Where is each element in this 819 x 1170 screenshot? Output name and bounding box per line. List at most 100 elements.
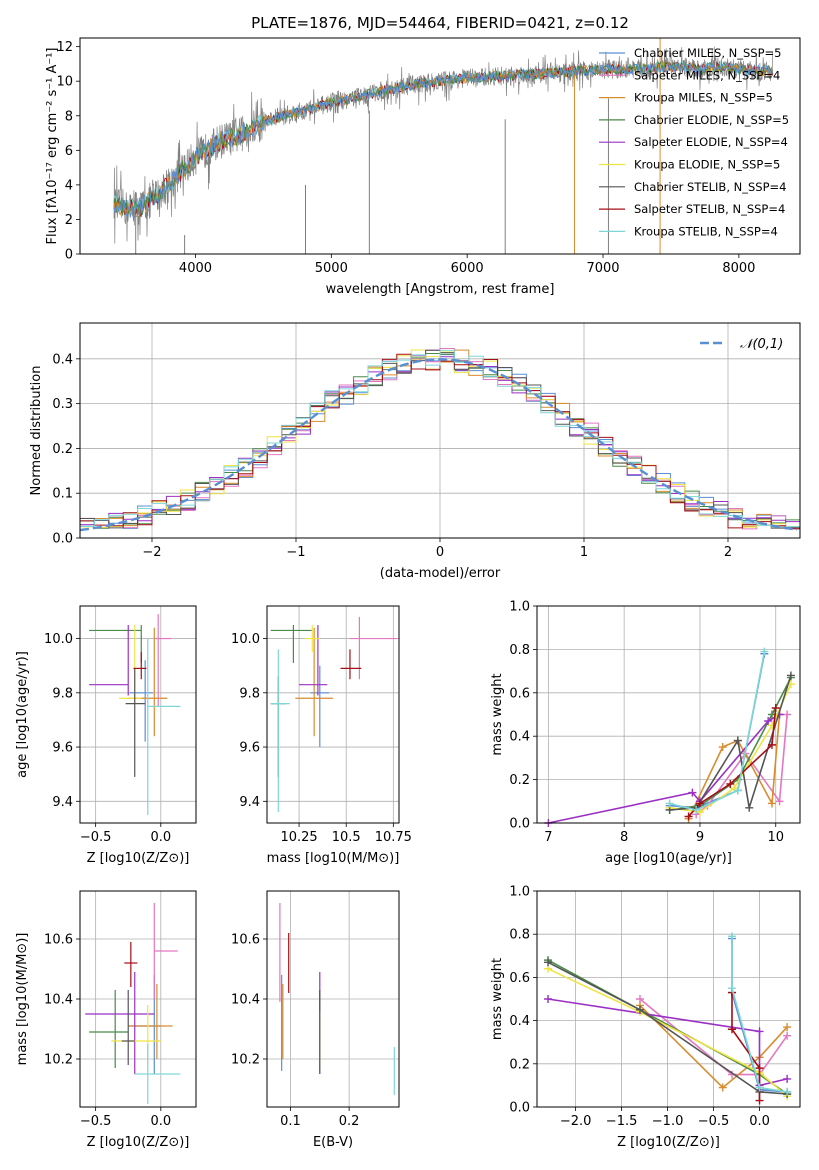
panel-massweight_vs_Z: −2.0 −1.5 −1.0 −0.5 0.0 0.0 0.2 0.4 0.6 0.8 1.0 Z [… [490,885,801,1150]
legend-entry: 𝒩(0,1) [740,337,783,352]
y-tick-label: 10.6 [44,933,73,948]
x-tick-label: 1 [580,545,588,560]
errorbars [279,903,395,1095]
y-tick-label: 6 [65,144,73,159]
axes-frame [79,37,801,255]
y-tick-label: 0.3 [52,397,73,412]
mass-weight-marker [767,799,776,808]
mass-weight-marker [727,984,736,993]
x-tick-label: −1.0 [652,1114,684,1129]
chart-title: PLATE=1876, MJD=54464, FIBERID=0421, z=0… [251,14,629,32]
mass-weight-marker [755,1064,764,1073]
x-tick-label: 7 [544,830,552,845]
x-tick-label: 10.5 [332,830,361,845]
y-tick-label: 0.6 [509,686,530,701]
spectrum-lines [113,38,774,254]
model-spectrum [113,60,774,216]
panel-massweight_vs_age: 7 8 9 10 0.0 0.2 0.4 0.6 0.8 1.0 age [log10(age/yr… [490,600,801,866]
y-axis-label: Flux [fλ10⁻¹⁷ erg cm⁻² s⁻¹ A⁻¹] [45,48,60,245]
y-tick-label: 0.0 [509,817,530,832]
y-tick-label: 9.6 [52,741,73,756]
mass-weight-marker [783,1031,792,1040]
y-tick-label: 0.8 [509,928,530,943]
y-tick-label: 2 [65,213,73,228]
x-tick-label: 7000 [586,261,619,276]
x-tick-label: −2.0 [560,1114,592,1129]
histograms [80,348,800,530]
axes-frame [79,322,801,539]
mass-weight-marker [764,717,773,726]
y-tick-label: 0.2 [52,442,73,457]
panel-age_vs_Z: −0.5 0.0 9.4 9.6 9.8 10.0 Z [log10(Z/Z⊙)] age [… [15,605,197,866]
x-tick-label: 0.2 [339,1114,360,1129]
x-tick-label: −1 [286,545,305,560]
mass-weight-lines [544,932,792,1105]
y-tick-label: 10.4 [44,993,73,1008]
legend: Chabrier MILES, N_SSP=5 Salpeter MILES, N… [599,46,789,238]
mass-weight-series [547,961,788,1095]
mass-weight-marker [783,1074,792,1083]
mass-weight-marker [544,958,553,967]
axes-frame [536,890,801,1108]
mass-weight-marker [783,710,792,719]
x-tick-label: 0.0 [150,1114,171,1129]
y-tick-label: 10.2 [231,1053,260,1068]
x-tick-label: 10.75 [375,830,412,845]
mass-weight-series [639,998,788,1076]
x-tick-label: −2 [142,545,161,560]
mass-weight-marker [786,671,795,680]
y-tick-label: 10.6 [231,933,260,948]
y-axis-label: mass weight [490,958,505,1040]
x-axis-label: age [log10(age/yr)] [605,851,732,866]
y-tick-label: 10.0 [231,632,260,647]
mass-weight-marker [635,1005,644,1014]
x-tick-label: 0.0 [150,830,171,845]
mass-weight-marker [718,1083,727,1092]
mass-weight-marker [783,1023,792,1032]
x-tick-label: −0.5 [698,1114,730,1129]
y-tick-label: 9.8 [239,686,260,701]
y-axis-label: age [log10(age/yr)] [15,651,30,778]
y-tick-label: 0.4 [509,1014,530,1029]
x-axis-label: Z [log10(Z/Z⊙)] [87,851,190,866]
mass-weight-marker [733,786,742,795]
axes-frame [536,605,801,824]
legend-entry: Kroupa MILES, N_SSP=5 [634,91,773,105]
panel-residuals: −2 −1 0 1 2 0.0 0.1 0.2 0.3 0.4 𝒩(0,1) (data-model)… [29,322,801,581]
mass-weight-marker [688,788,697,797]
errorbars [89,614,181,815]
legend-entry: Salpeter ELODIE, N_SSP=4 [634,135,788,149]
panel-mass_vs_Z: −0.5 0.0 10.2 10.4 10.6 Z [log10(Z/Z⊙)] mass [… [15,890,197,1150]
legend-entry: Chabrier MILES, N_SSP=5 [634,46,781,60]
x-tick-label: 8 [620,830,628,845]
y-axis-label: Normed distribution [29,366,44,496]
y-tick-label: 0.4 [509,730,530,745]
legend-entry: Kroupa ELODIE, N_SSP=5 [634,158,780,172]
mass-weight-marker [726,779,735,788]
y-tick-label: 0.0 [509,1101,530,1116]
y-tick-label: 0.4 [52,352,73,367]
x-axis-label: Z [log10(Z/Z⊙)] [617,1135,720,1150]
x-tick-label: 0.1 [280,1114,301,1129]
x-tick-label: 6000 [451,261,484,276]
legend-entry: Salpeter MILES, N_SSP=4 [634,68,780,82]
y-axis-label: mass [log10(M/M⊙)] [15,933,30,1066]
y-tick-label: 9.8 [52,686,73,701]
panel-age_vs_mass: 10.25 10.5 10.75 9.4 9.6 9.8 10.0 mass [log10(M… [231,605,412,866]
y-tick-label: 10 [56,75,73,90]
mass-weight-marker [544,995,553,1003]
axes-frame [266,605,400,824]
mass-weight-marker [755,1027,764,1036]
x-tick-label: 2 [724,545,732,560]
y-tick-label: 10.4 [231,993,260,1008]
y-tick-label: 10.0 [44,632,73,647]
mass-weight-marker [755,1096,764,1105]
mass-weight-lines [544,647,795,827]
y-tick-label: 9.6 [239,741,260,756]
mass-weight-series [639,1004,788,1089]
mass-weight-marker [665,799,674,808]
y-tick-label: 0.2 [509,1057,530,1072]
y-tick-label: 0.1 [52,487,73,502]
x-tick-label: 10 [767,830,784,845]
mass-weight-marker [695,799,704,808]
